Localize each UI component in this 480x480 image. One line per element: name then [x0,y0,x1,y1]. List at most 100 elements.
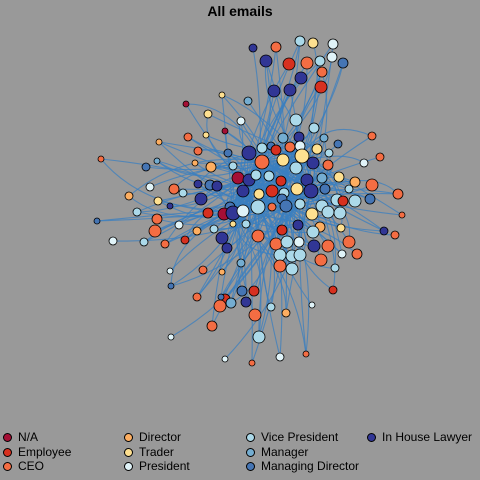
legend-swatch [124,447,133,457]
nodes [93,35,406,367]
node [293,236,305,248]
node [145,182,155,192]
legend-swatch [3,461,12,471]
node [174,220,184,230]
node [148,224,162,238]
node [275,175,287,187]
node [319,133,329,143]
node [151,213,163,225]
node [273,248,287,262]
node [139,237,149,247]
node [289,161,303,175]
edge [170,205,287,338]
node [192,226,202,236]
node [141,162,151,172]
node [337,57,349,69]
node [316,172,328,184]
node [390,230,400,240]
node [285,262,299,276]
node [276,153,290,167]
legend-label: Vice President [261,430,339,444]
node [294,35,306,47]
node [263,170,275,182]
node [166,202,174,210]
node [294,71,308,85]
edge [261,161,385,232]
node [281,308,291,318]
node [211,180,223,192]
node [290,182,304,196]
node [248,43,258,53]
node [365,178,379,192]
node [153,196,163,206]
node [223,148,233,158]
node [398,211,406,219]
node [314,55,326,67]
node [221,242,233,254]
legend-item-director: Director [124,430,181,444]
edge [301,62,344,157]
node [225,297,237,309]
node [191,159,199,167]
node [324,148,334,158]
node [294,198,306,210]
edge [128,158,263,197]
node [243,96,253,106]
node [336,223,346,233]
node [319,183,331,195]
edge [257,206,272,338]
node [333,139,343,149]
node [342,235,356,249]
legend-swatch [3,432,12,442]
node [217,293,225,301]
node [248,308,262,322]
node [236,116,246,126]
node [194,192,208,206]
node [252,330,266,344]
legend-swatch [124,461,133,471]
node [314,253,328,267]
node [256,142,268,154]
node [160,239,170,249]
node [321,239,335,253]
node [327,38,339,50]
node [279,199,293,213]
node [203,109,213,119]
node [251,229,265,243]
node [375,152,385,162]
node [333,206,347,220]
node [97,155,105,163]
node [267,84,281,98]
node [314,80,328,94]
node [215,231,229,245]
node [364,193,376,205]
legend-swatch [246,461,255,471]
edge [224,190,312,360]
node [379,226,389,236]
node [276,224,288,236]
node [250,169,262,181]
edge [173,161,263,190]
edge [301,128,373,157]
legend-item-in-house-lawyer: In House Lawyer [367,430,472,444]
legend-swatch [246,432,255,442]
node [284,141,296,153]
edge [197,152,303,185]
legend-item-managing-director: Managing Director [246,459,359,473]
legend-label: CEO [18,459,45,473]
node [155,138,163,146]
node [182,100,190,108]
node [308,122,320,134]
node [236,184,250,198]
node [282,57,296,71]
node [337,249,347,259]
node [283,83,297,97]
node [351,248,363,260]
node [167,333,175,341]
node [124,191,134,201]
node [241,145,257,161]
node [275,352,285,362]
legend-label: President [139,459,190,473]
node [108,236,118,246]
